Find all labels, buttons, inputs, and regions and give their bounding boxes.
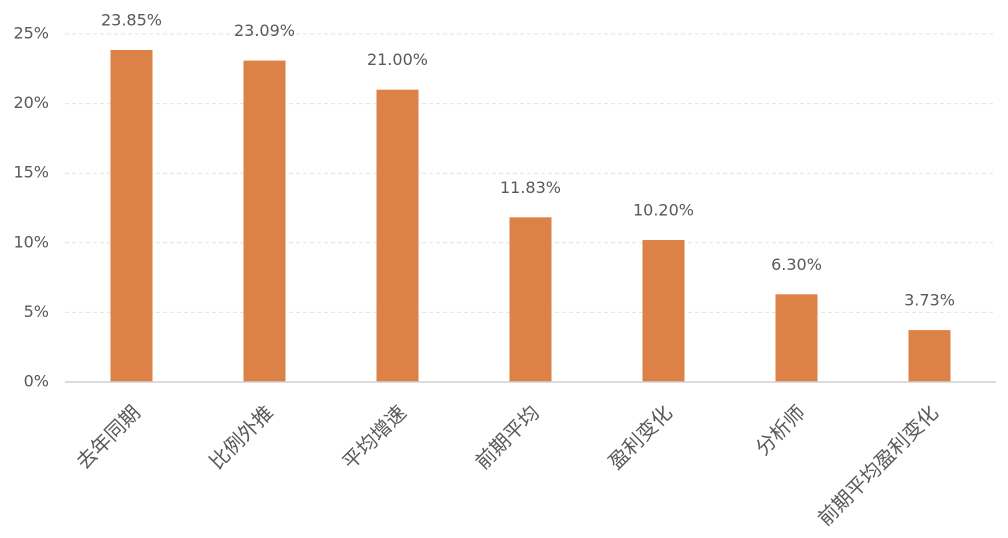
data-label: 21.00%	[367, 50, 428, 69]
x-tick-label: 前期平均	[470, 400, 544, 474]
bar	[509, 217, 552, 382]
y-tick-label: 15%	[13, 163, 49, 182]
y-tick-label: 0%	[24, 372, 49, 391]
data-label: 3.73%	[904, 291, 955, 310]
data-label: 23.09%	[234, 21, 295, 40]
bar	[243, 60, 286, 383]
y-tick-label: 25%	[13, 24, 49, 43]
data-label: 10.20%	[633, 201, 694, 220]
y-tick-label: 5%	[24, 302, 49, 321]
x-tick-label: 去年同期	[71, 400, 145, 474]
x-tick-label: 平均增速	[337, 400, 411, 474]
bar	[642, 240, 685, 382]
data-label: 23.85%	[101, 11, 162, 30]
bar	[376, 89, 419, 383]
bar	[908, 330, 951, 382]
x-tick-label: 比例外推	[204, 400, 278, 474]
data-label: 6.30%	[771, 255, 822, 274]
y-tick-label: 20%	[13, 93, 49, 112]
bar	[775, 294, 818, 382]
x-tick-label: 盈利变化	[603, 400, 677, 474]
x-tick-label: 前期平均盈利变化	[813, 400, 943, 530]
y-tick-label: 10%	[13, 232, 49, 251]
x-tick-label: 分析师	[751, 400, 810, 459]
bar	[110, 50, 153, 383]
data-label: 11.83%	[500, 178, 561, 197]
